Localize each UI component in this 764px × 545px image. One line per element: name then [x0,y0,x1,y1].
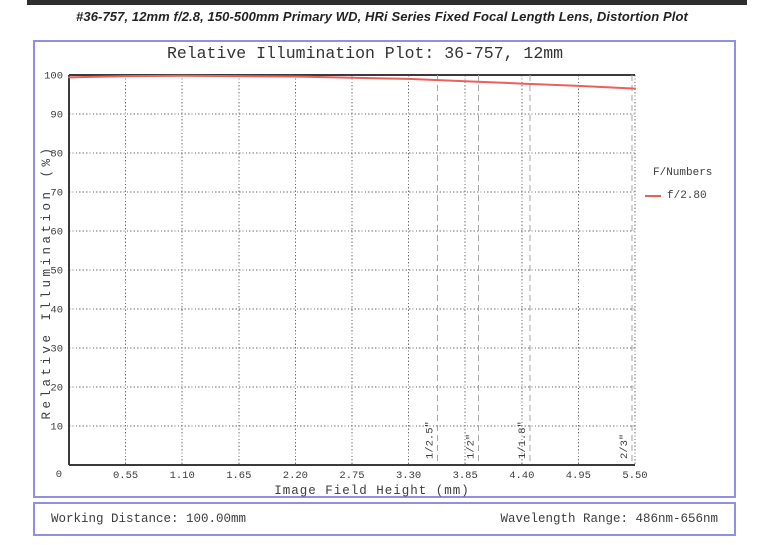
legend-item: f/2.80 [645,190,712,202]
legend: F/Numbers f/2.80 [645,167,712,202]
chart-title: Relative Illumination Plot: 36-757, 12mm [166,44,564,63]
chart-panel [33,40,736,498]
series-line-swatch-icon [645,195,661,197]
y-axis-label: Relative Illumination (%) [40,144,54,420]
footer-bar: Working Distance: 100.00mm Wavelength Ra… [33,502,736,536]
top-accent-bar [27,0,747,5]
page-title: #36-757, 12mm f/2.8, 150-500mm Primary W… [76,9,688,24]
wavelength-range-text: Wavelength Range: 486nm-656nm [500,512,718,526]
working-distance-text: Working Distance: 100.00mm [51,512,247,526]
x-axis-label: Image Field Height (mm) [274,484,470,498]
legend-item-label: f/2.80 [667,190,707,202]
legend-title: F/Numbers [653,167,713,179]
